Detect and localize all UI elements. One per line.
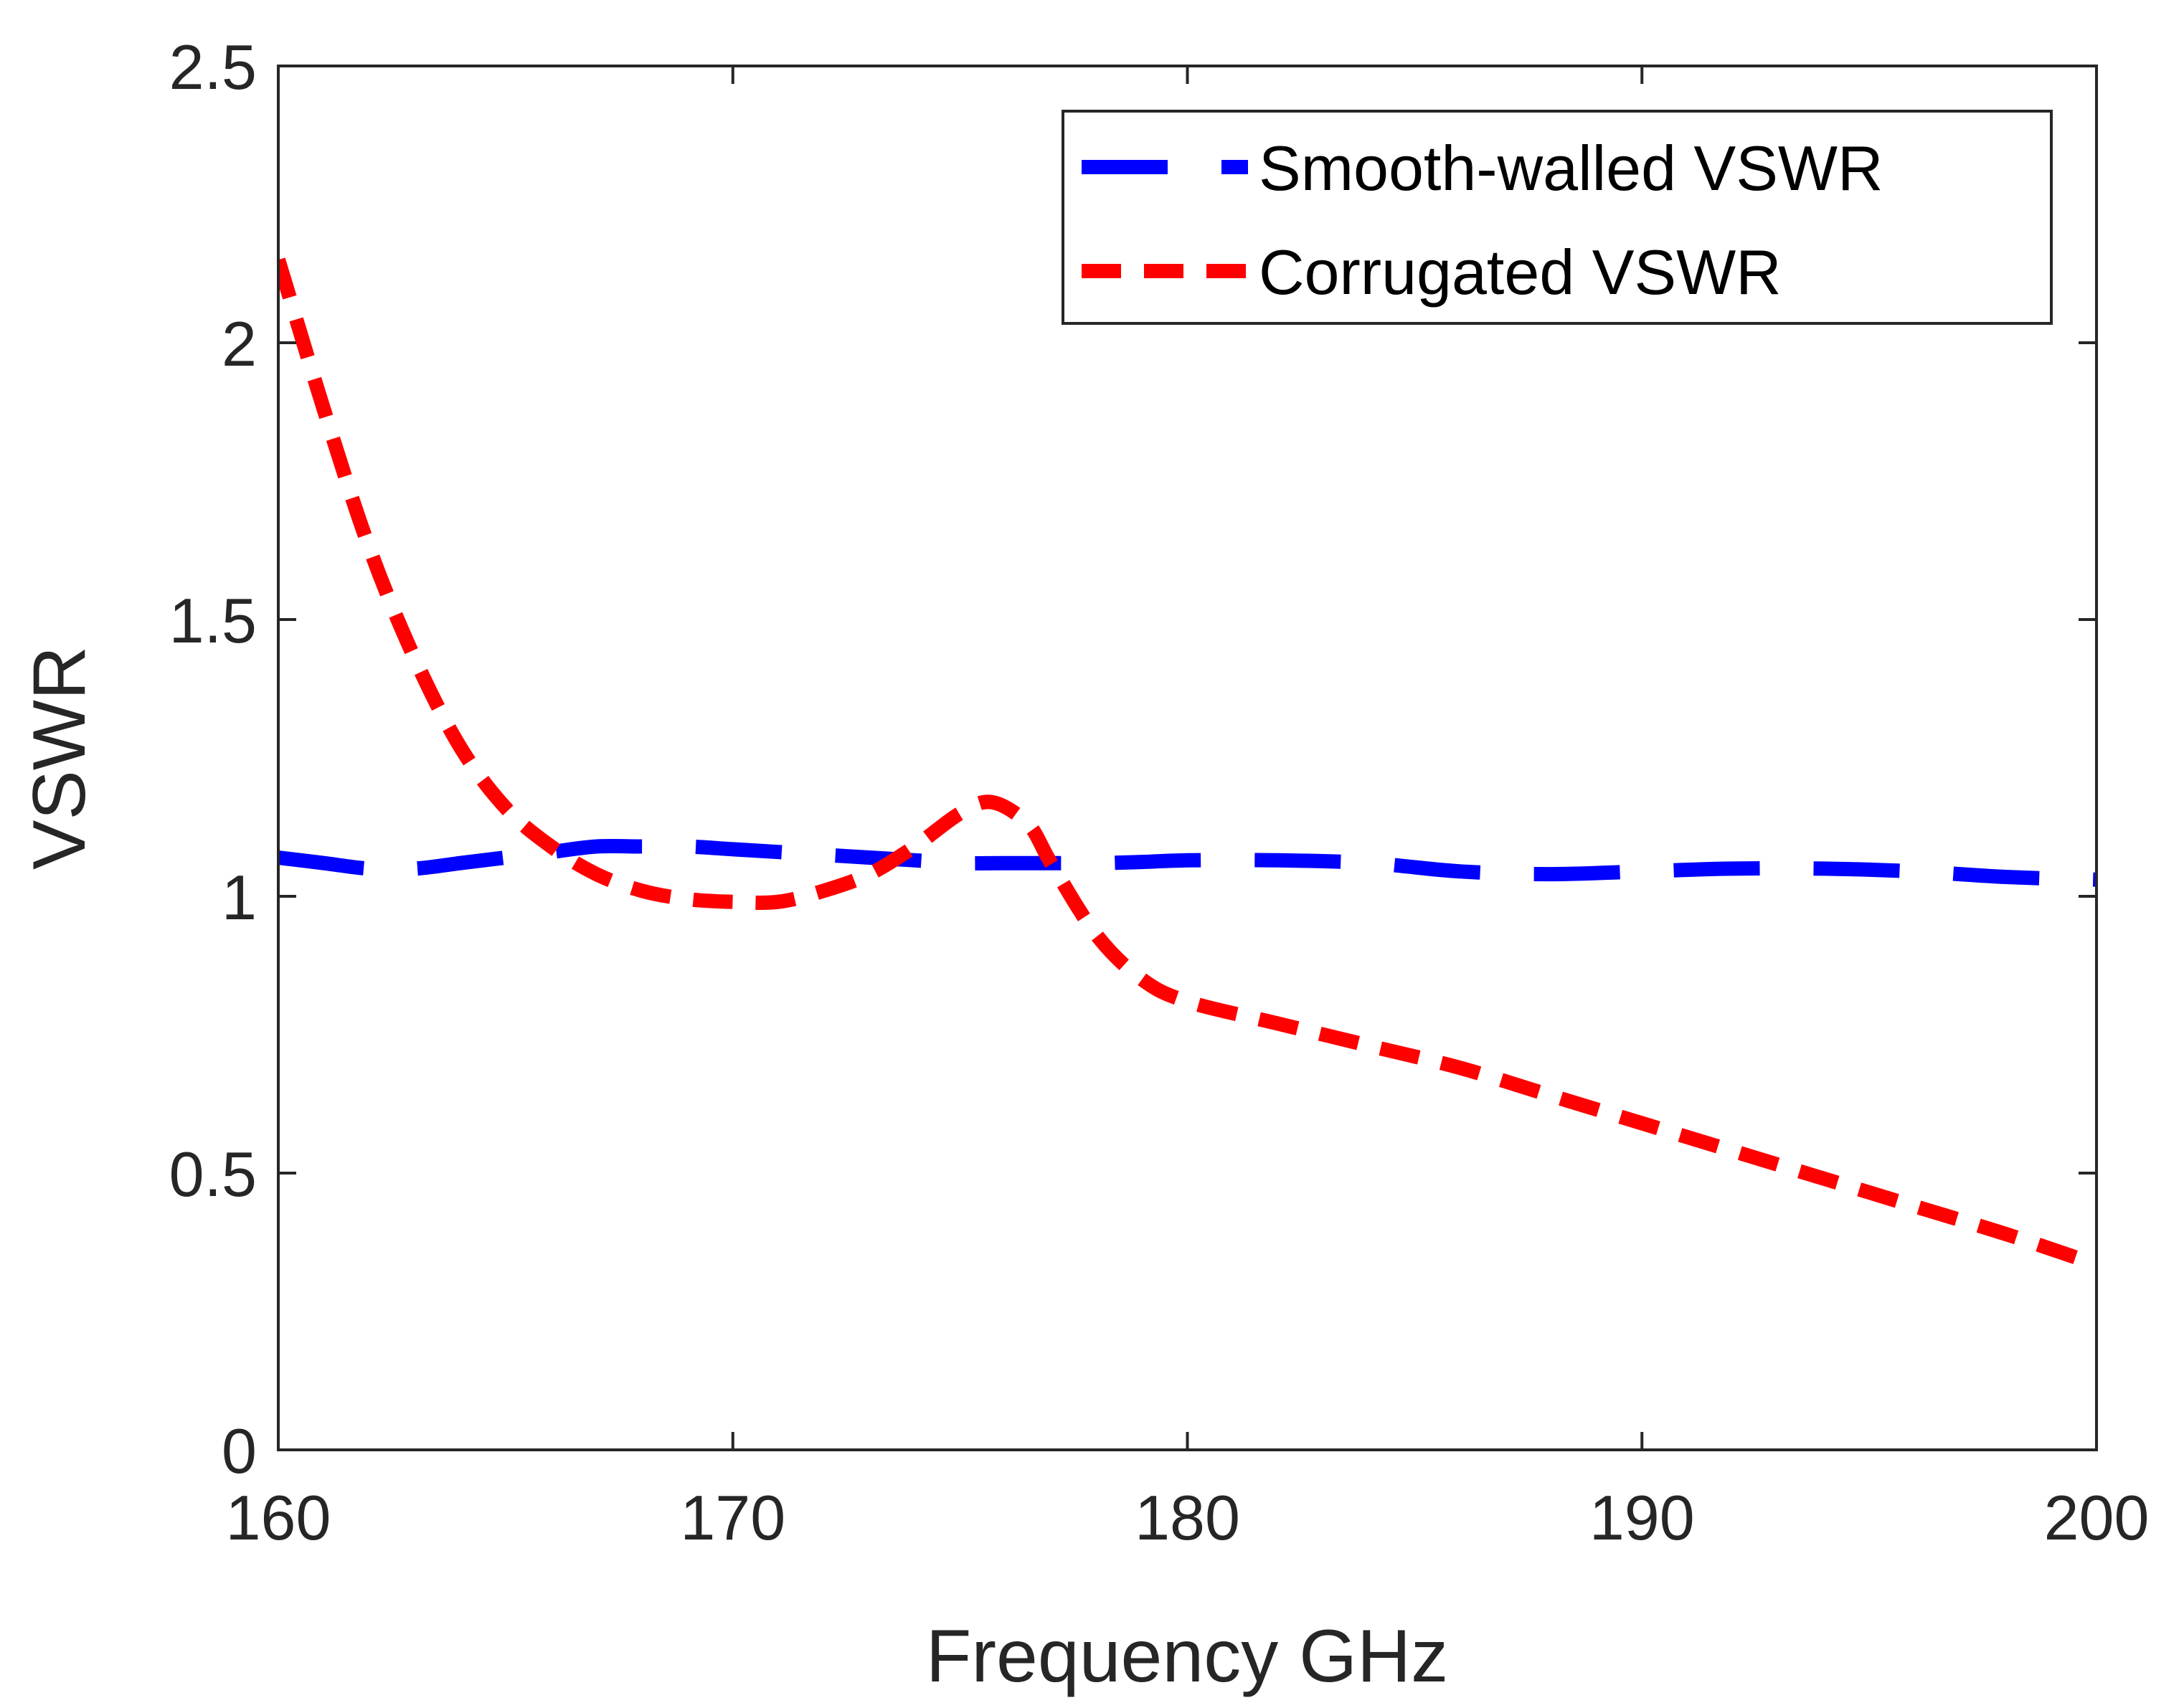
x-tick-label: 190 xyxy=(1589,1482,1695,1553)
y-tick-label: 1.5 xyxy=(169,585,257,656)
ticks-layer: 160 170 180 190 200 0 0.5 1 1.5 2 2.5 xyxy=(169,32,2150,1553)
series-line-corrugated xyxy=(278,257,2096,1271)
legend-box xyxy=(1062,110,2053,325)
x-axis-title: Frequency GHz xyxy=(926,1615,1448,1698)
y-tick-label: 2 xyxy=(222,308,257,379)
legend-label-corrugated: Corrugated VSWR xyxy=(1259,237,1782,308)
y-tick-label: 0.5 xyxy=(169,1139,257,1210)
y-tick-label: 2.5 xyxy=(169,32,257,103)
series-layer xyxy=(278,257,2096,1271)
legend-label-smooth: Smooth-walled VSWR xyxy=(1259,133,1883,204)
y-axis-title: VSWR xyxy=(18,646,101,870)
legend: Smooth-walled VSWR Corrugated VSWR xyxy=(1062,110,2053,325)
x-tick-label: 200 xyxy=(2044,1482,2150,1553)
x-tick-label: 180 xyxy=(1135,1482,1240,1553)
y-tick-label: 1 xyxy=(222,862,257,933)
x-tick-label: 160 xyxy=(226,1482,331,1553)
x-tick-label: 170 xyxy=(680,1482,785,1553)
y-tick-label: 0 xyxy=(222,1415,257,1486)
